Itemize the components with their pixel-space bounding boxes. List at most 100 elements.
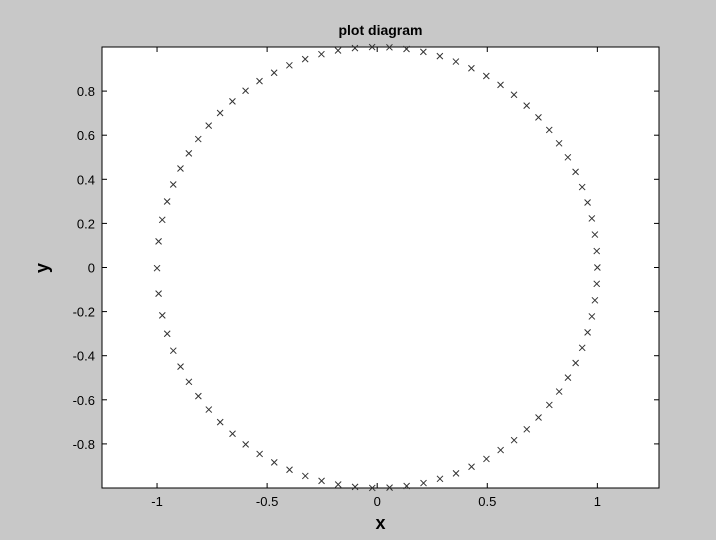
y-axis-label: y — [32, 263, 52, 273]
data-point — [318, 50, 325, 58]
data-point — [420, 48, 427, 56]
y-tick-label: -0.8 — [73, 437, 95, 452]
data-point — [403, 482, 411, 490]
data-point — [555, 139, 563, 147]
data-point — [169, 181, 177, 188]
data-point — [195, 392, 202, 400]
data-point — [564, 374, 572, 381]
y-tick-label: 0.4 — [77, 172, 95, 187]
data-point — [270, 459, 278, 466]
data-point — [510, 436, 518, 444]
data-point — [351, 483, 359, 491]
data-point — [286, 61, 293, 69]
data-point — [368, 484, 376, 492]
data-point — [545, 401, 553, 409]
data-point — [334, 481, 342, 488]
data-point — [256, 450, 263, 458]
data-point — [177, 363, 184, 370]
data-point — [185, 149, 193, 157]
data-point — [420, 479, 427, 487]
data-point — [169, 347, 177, 355]
x-tick-label: 0 — [374, 494, 381, 509]
plot-area — [101, 46, 660, 489]
data-point — [523, 102, 531, 109]
data-point — [588, 313, 596, 320]
data-point — [535, 414, 542, 421]
data-point — [334, 47, 342, 54]
data-point — [452, 58, 460, 65]
data-point — [286, 466, 293, 474]
y-tick-label: -0.2 — [73, 305, 95, 320]
data-point — [578, 183, 586, 191]
data-point — [216, 109, 224, 117]
data-point — [229, 98, 236, 105]
data-point — [535, 114, 542, 121]
data-point — [205, 122, 213, 129]
data-point — [593, 280, 601, 288]
data-point — [452, 470, 460, 477]
data-point — [564, 153, 572, 161]
data-point — [185, 378, 193, 386]
data-point — [229, 430, 236, 438]
data-point — [242, 441, 250, 448]
chart-title: plot diagram — [338, 22, 422, 38]
data-point — [572, 168, 579, 176]
data-point — [578, 344, 586, 352]
data-point — [468, 64, 475, 72]
data-point — [591, 231, 599, 238]
data-point — [301, 55, 309, 63]
tick-layer: -1 -0.5 0 0.5 1 -0.8 -0.6 -0.4 -0.2 0 0.2 0.4 0.6 0.8 — [73, 47, 659, 509]
x-tick-label: -1 — [151, 494, 163, 509]
data-point — [545, 126, 553, 134]
data-point — [584, 328, 591, 336]
data-point — [436, 52, 444, 60]
y-tick-label: 0 — [88, 261, 95, 276]
data-point — [403, 45, 410, 53]
data-point — [386, 484, 393, 492]
data-point — [555, 388, 563, 395]
data-point — [483, 455, 490, 463]
data-point — [591, 296, 599, 304]
data-point — [158, 216, 166, 224]
data-point — [242, 87, 249, 95]
data-point — [468, 463, 475, 471]
data-point — [158, 312, 166, 319]
data-point — [593, 247, 601, 255]
data-point — [584, 199, 591, 206]
data-point — [594, 264, 601, 271]
y-tick-label: -0.6 — [73, 393, 95, 408]
y-tick-label: 0.6 — [77, 128, 95, 143]
data-point — [205, 406, 213, 413]
x-tick-label: -0.5 — [256, 494, 278, 509]
data-point — [436, 475, 444, 483]
data-point — [155, 290, 162, 298]
data-point — [301, 472, 309, 480]
data-point — [386, 43, 393, 51]
data-point — [153, 264, 161, 272]
data-point — [270, 69, 278, 77]
data-point — [155, 238, 162, 245]
data-point — [368, 43, 376, 51]
data-point — [318, 477, 325, 485]
marker-layer — [153, 43, 601, 492]
data-point — [510, 91, 518, 99]
data-point — [572, 359, 580, 367]
data-point — [256, 77, 263, 85]
data-point — [163, 330, 171, 338]
data-point — [523, 425, 531, 433]
data-point — [163, 198, 171, 205]
x-tick-label: 0.5 — [478, 494, 496, 509]
data-point — [588, 215, 596, 222]
data-point — [194, 135, 202, 143]
data-point — [216, 418, 224, 426]
data-point — [497, 81, 504, 89]
data-point — [482, 72, 490, 80]
y-tick-label: 0.2 — [77, 216, 95, 231]
y-tick-label: -0.4 — [73, 349, 95, 364]
data-point — [351, 44, 359, 52]
y-tick-label: 0.8 — [77, 84, 95, 99]
x-axis-label: x — [375, 513, 385, 533]
x-tick-label: 1 — [594, 494, 601, 509]
data-point — [497, 446, 504, 454]
